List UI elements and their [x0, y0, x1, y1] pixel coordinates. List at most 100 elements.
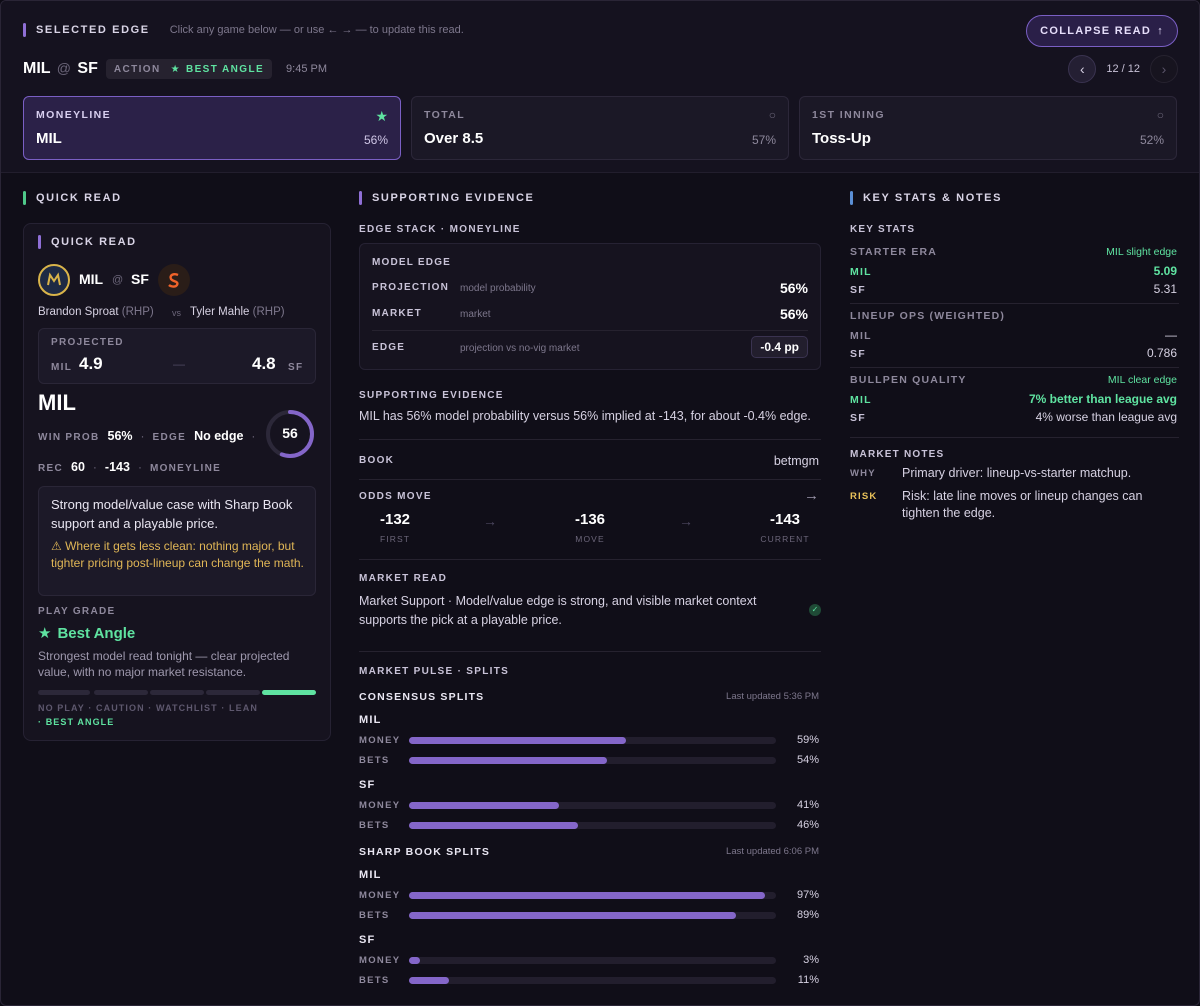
split-fill: [409, 802, 560, 809]
split-percent: 97%: [796, 889, 819, 901]
starter-era-label: STARTER ERA: [850, 246, 938, 258]
split-row-label: BETS: [359, 755, 390, 766]
consensus-updated: Last updated 5:36 PM: [726, 691, 819, 702]
rec-score-ring: 56: [264, 408, 316, 460]
era-sf-value: 5.31: [1153, 282, 1177, 296]
odds-first-label: FIRST: [379, 534, 411, 544]
proj-home-team: SF: [288, 362, 304, 373]
split-track: [409, 757, 776, 764]
market-value: 56%: [779, 306, 808, 322]
era-sf-label: SF: [850, 284, 866, 296]
split-fill: [409, 822, 578, 829]
split-row-label: MONEY: [359, 890, 401, 901]
market-notes-label: MARKET NOTES: [850, 449, 945, 460]
header: SELECTED EDGE Click any game below — or …: [1, 1, 1199, 173]
ops-mil-value: —: [1165, 328, 1177, 342]
quick-read-title: QUICK READ: [38, 235, 137, 249]
circle-icon: ○: [1156, 108, 1164, 122]
ring-value: 56: [282, 425, 298, 441]
quick-read-column-title: QUICK READ: [23, 191, 122, 205]
check-icon: ✓: [809, 604, 821, 616]
matchup-title: MIL @ SF ACTION ★ BEST ANGLE 9:45 PM: [23, 59, 327, 79]
consensus-splits-title: CONSENSUS SPLITS: [359, 691, 485, 703]
projection-label: PROJECTION: [372, 282, 450, 293]
split-percent: 11%: [797, 974, 819, 986]
game-time: 9:45 PM: [286, 63, 327, 75]
key-stats-column-title: KEY STATS & NOTES: [850, 191, 1002, 205]
action-badge: ACTION ★ BEST ANGLE: [105, 59, 273, 79]
proj-away-team: MIL: [51, 362, 73, 373]
split-row-label: MONEY: [359, 955, 401, 966]
odds-current-label: CURRENT: [760, 534, 810, 544]
edge-sub: projection vs no-vig market: [460, 343, 580, 354]
odds-first-value: -132: [379, 511, 411, 528]
split-row-label: BETS: [359, 975, 390, 986]
market-card-first-inning[interactable]: 1ST INNING ○ Toss-Up 52%: [799, 96, 1177, 160]
risk-text: Risk: late line moves or lineup changes …: [902, 489, 1143, 520]
arrow-up-icon: ↑: [1157, 25, 1164, 37]
home-team: SF: [131, 271, 149, 287]
bullpen-mil-value: 7% better than league avg: [1028, 392, 1177, 406]
play-grade-label: PLAY GRADE: [38, 606, 116, 617]
next-game-button[interactable]: ›: [1150, 55, 1178, 83]
split-track: [409, 977, 776, 984]
split-row-label: BETS: [359, 910, 390, 921]
read-note: Strong model/value case with Sharp Book …: [38, 486, 316, 596]
play-grade-description: Strongest model read tonight — clear pro…: [38, 649, 290, 679]
giants-logo: [158, 264, 190, 296]
proj-away-score: 4.9: [79, 354, 103, 373]
grade-segment: [94, 690, 148, 695]
projection-value: 56%: [779, 280, 808, 296]
split-percent: 3%: [803, 954, 819, 966]
odds-move-label: ODDS MOVE: [359, 491, 432, 502]
market-card-total[interactable]: TOTAL ○ Over 8.5 57%: [411, 96, 789, 160]
star-icon: ★: [170, 63, 181, 75]
brewers-logo: [38, 264, 70, 296]
arrow-right-icon: →: [483, 513, 497, 529]
previous-game-button[interactable]: ‹: [1068, 55, 1097, 83]
supporting-evidence-title: SUPPORTING EVIDENCE: [359, 390, 504, 401]
split-team-label: SF: [359, 779, 376, 791]
split-track: [409, 957, 776, 964]
home-pitcher: Tyler Mahle (RHP): [190, 306, 285, 318]
starter-era-tag: MIL slight edge: [1106, 246, 1177, 258]
note-main: Strong model/value case with Sharp Book …: [51, 497, 293, 531]
why-text: Primary driver: lineup-vs-starter matchu…: [902, 466, 1132, 480]
edge-label: EDGE: [372, 342, 406, 353]
split-percent: 41%: [796, 799, 819, 811]
rec-row: REC 60 · -143 · MONEYLINE: [38, 460, 222, 474]
grade-segment: [150, 690, 204, 695]
edge-stack-title: EDGE STACK · MONEYLINE: [359, 224, 521, 235]
navigation-hint: Click any game below — or use ← → — to u…: [169, 24, 464, 36]
pager-count: 12 / 12: [1106, 63, 1140, 75]
split-percent: 89%: [796, 909, 819, 921]
star-icon: ★: [38, 625, 52, 642]
era-mil-value: 5.09: [1153, 264, 1177, 278]
collapse-read-button[interactable]: COLLAPSE READ ↑: [1026, 15, 1178, 47]
book-value: betmgm: [773, 454, 819, 468]
market-card-moneyline[interactable]: MONEYLINE ★ MIL 56%: [23, 96, 401, 160]
split-percent: 54%: [796, 754, 819, 766]
bullpen-sf-label: SF: [850, 412, 866, 424]
grade-scale-active: · BEST ANGLE: [38, 717, 115, 727]
split-track: [409, 737, 776, 744]
pick-team: MIL: [38, 390, 76, 415]
era-mil-label: MIL: [850, 266, 872, 278]
grade-segment: [206, 690, 260, 695]
split-percent: 59%: [796, 734, 819, 746]
ops-sf-value: 0.786: [1146, 346, 1177, 360]
market-label: MARKET: [372, 308, 422, 319]
split-percent: 46%: [796, 819, 819, 831]
note-warning: ⚠ Where it gets less clean: nothing majo…: [51, 539, 304, 570]
away-team: MIL: [79, 271, 104, 287]
split-fill: [409, 957, 420, 964]
supporting-evidence-text: MIL has 56% model probability versus 56%…: [359, 409, 811, 423]
play-grade: ★ Best Angle: [38, 624, 136, 643]
model-edge-title: MODEL EDGE: [372, 257, 452, 268]
split-track: [409, 822, 776, 829]
proj-home-score: 4.8: [252, 354, 276, 373]
star-icon: ★: [375, 108, 388, 124]
bullpen-quality-label: BULLPEN QUALITY: [850, 374, 967, 386]
projected-score-box: PROJECTED MIL 4.9 — 4.8 SF: [38, 328, 316, 384]
